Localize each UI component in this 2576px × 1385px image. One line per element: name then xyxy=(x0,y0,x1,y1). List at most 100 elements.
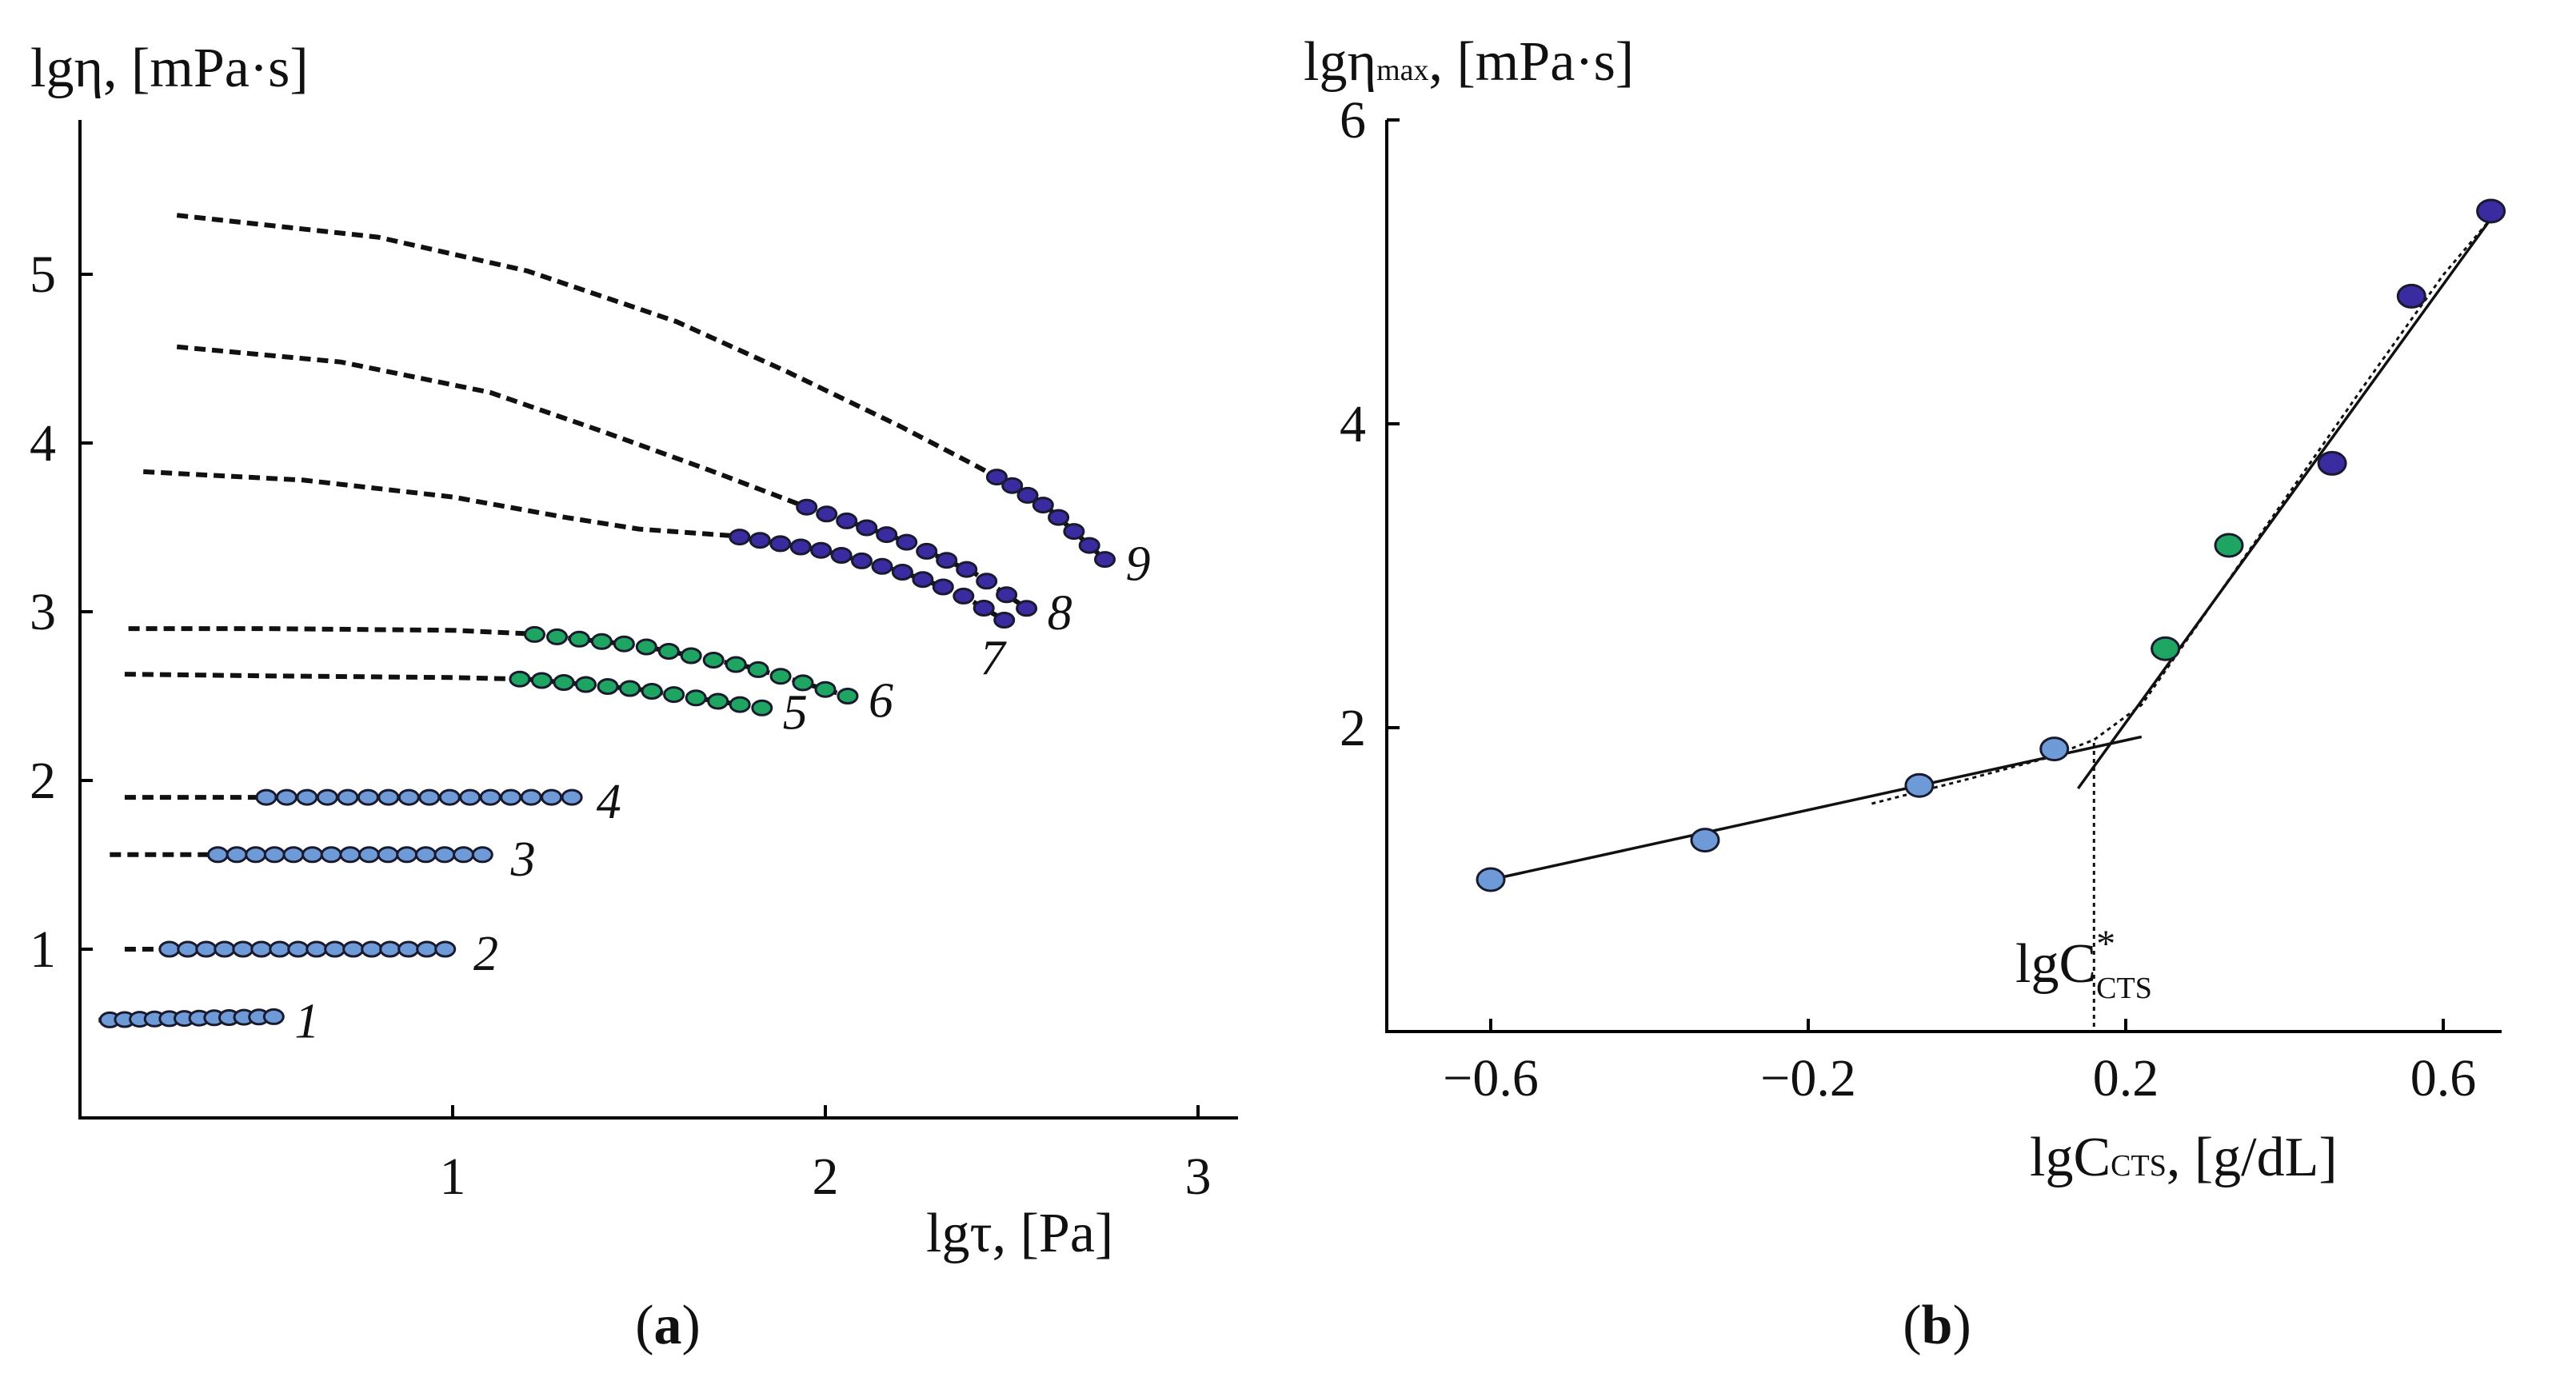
curve-5-point xyxy=(751,699,773,716)
curve-3-point xyxy=(263,846,286,864)
panel-b-data-point xyxy=(2476,198,2506,224)
panel-b-data-point xyxy=(1904,772,1935,798)
curve-6-point xyxy=(568,630,590,648)
curve-2-point xyxy=(214,940,236,958)
curve-8-label: 8 xyxy=(1048,586,1072,641)
panel-b-data-point xyxy=(2317,450,2347,476)
panel-b-axes xyxy=(1385,120,2502,1033)
panel-a-y-axis-label: lgη, [mPa·s] xyxy=(30,38,309,99)
curve-9-line xyxy=(176,213,1107,561)
curve-8-point xyxy=(816,505,838,523)
curve-4-point xyxy=(357,788,379,806)
curve-2-point xyxy=(158,940,181,958)
curve-4-point xyxy=(500,788,522,806)
curve-2-point xyxy=(195,940,218,958)
curve-4-point xyxy=(276,788,298,806)
curve-5-point xyxy=(575,676,597,693)
curve-3-point xyxy=(453,846,475,864)
panel-b-xlabel-rest: , [g/dL] xyxy=(2167,1127,2338,1188)
curve-8-point xyxy=(856,519,878,537)
curve-2-point xyxy=(324,940,346,958)
curve-2-point xyxy=(434,940,457,958)
curve-2-point xyxy=(177,940,199,958)
panel-b-letter: b xyxy=(1922,1295,1953,1356)
curve-7-point xyxy=(972,600,995,617)
curve-3-point xyxy=(206,846,229,864)
panel-b-x-tick-label: −0.6 xyxy=(1443,1049,1539,1108)
curve-3-point xyxy=(245,846,267,864)
panel-b-data-point xyxy=(2151,636,2181,661)
panel-b-fit-curve xyxy=(1871,218,2492,805)
curve-7-line xyxy=(143,469,1006,623)
curve-5-label: 5 xyxy=(783,685,808,740)
curve-4-point xyxy=(520,788,542,806)
panel-b-fit-line-high xyxy=(2076,218,2493,790)
curve-7-point xyxy=(769,535,792,553)
panel-b-x-tick-label: 0.2 xyxy=(2093,1049,2159,1108)
curve-7-point xyxy=(810,541,833,559)
panel-b-ylabel-rest: , [mPa·s] xyxy=(1429,31,1635,93)
panel-a-x-axis-label: lgτ, [Pa] xyxy=(926,1203,1113,1264)
curve-2-label: 2 xyxy=(473,927,498,981)
curve-3-point xyxy=(339,846,361,864)
curve-1-point xyxy=(262,1008,285,1025)
panel-b-ylabel-sub: max xyxy=(1376,54,1428,87)
curve-4-point xyxy=(541,788,563,806)
curve-6-point xyxy=(814,681,837,698)
panel-b-y-tick-label: 4 xyxy=(1340,395,1366,453)
curve-8-point xyxy=(796,498,818,516)
curve-2-point xyxy=(287,940,310,958)
panel-a-points xyxy=(98,469,1116,1028)
curve-2-point xyxy=(416,940,438,958)
curve-2-point xyxy=(397,940,420,958)
curve-7-point xyxy=(891,564,913,581)
curve-5-point xyxy=(707,692,729,710)
curve-5-point xyxy=(663,686,685,704)
panel-b-data-point xyxy=(1476,867,1506,892)
panel-a-axes xyxy=(78,120,1238,1120)
panel-b-ticks: −0.6 −0.2 0.2 0.6 2 4 6 xyxy=(1340,91,2476,1108)
panel-a-y-tick-label: 4 xyxy=(30,414,56,473)
curve-8-point xyxy=(836,512,858,529)
curve-6-point xyxy=(725,656,747,673)
curve-3-point xyxy=(377,846,399,864)
curve-9-point xyxy=(1078,537,1100,554)
curve-7-point xyxy=(851,552,873,569)
curve-3-point xyxy=(226,846,248,864)
curve-2-point xyxy=(250,940,273,958)
curve-8-point xyxy=(1016,600,1038,617)
curve-6-point xyxy=(792,674,814,692)
panel-b-y-tick-label: 2 xyxy=(1340,699,1366,757)
curve-7-label: 7 xyxy=(980,632,1008,686)
curve-6-point xyxy=(769,668,792,685)
panel-a-y-tick-label: 1 xyxy=(30,920,56,979)
curve-7-point xyxy=(729,529,751,546)
curve-6-point xyxy=(747,661,769,678)
curve-3-point xyxy=(282,846,305,864)
panel-a-y-tick-label: 3 xyxy=(30,583,56,641)
panel-b-critical-annotation: lgC* CTS xyxy=(2015,923,2152,1005)
panel-b-caption: (b) xyxy=(1903,1295,1971,1356)
curve-4-point xyxy=(255,788,278,806)
panel-a-x-tick-label: 1 xyxy=(440,1148,466,1206)
curve-8-point xyxy=(956,561,978,578)
curve-3-label: 3 xyxy=(510,832,536,887)
panel-a-caption: (a) xyxy=(635,1295,701,1356)
panel-a-y-tick-label: 2 xyxy=(30,752,56,810)
curve-5-point xyxy=(553,674,575,691)
curve-3-point xyxy=(471,846,493,864)
panel-b-ylabel-main: lgη xyxy=(1304,31,1376,93)
curve-5-point xyxy=(619,680,641,697)
curve-9-point xyxy=(1032,497,1054,514)
curve-8-line xyxy=(176,344,1028,611)
panel-a-curves xyxy=(98,213,1107,1023)
curve-3-point xyxy=(396,846,418,864)
panel-b-y-tick-label: 6 xyxy=(1340,91,1366,150)
curve-9-point xyxy=(985,469,1008,486)
curve-8-point xyxy=(996,586,1018,604)
curve-7-point xyxy=(749,532,771,549)
curve-6-point xyxy=(635,638,657,656)
panel-b-data-point xyxy=(2396,283,2426,309)
